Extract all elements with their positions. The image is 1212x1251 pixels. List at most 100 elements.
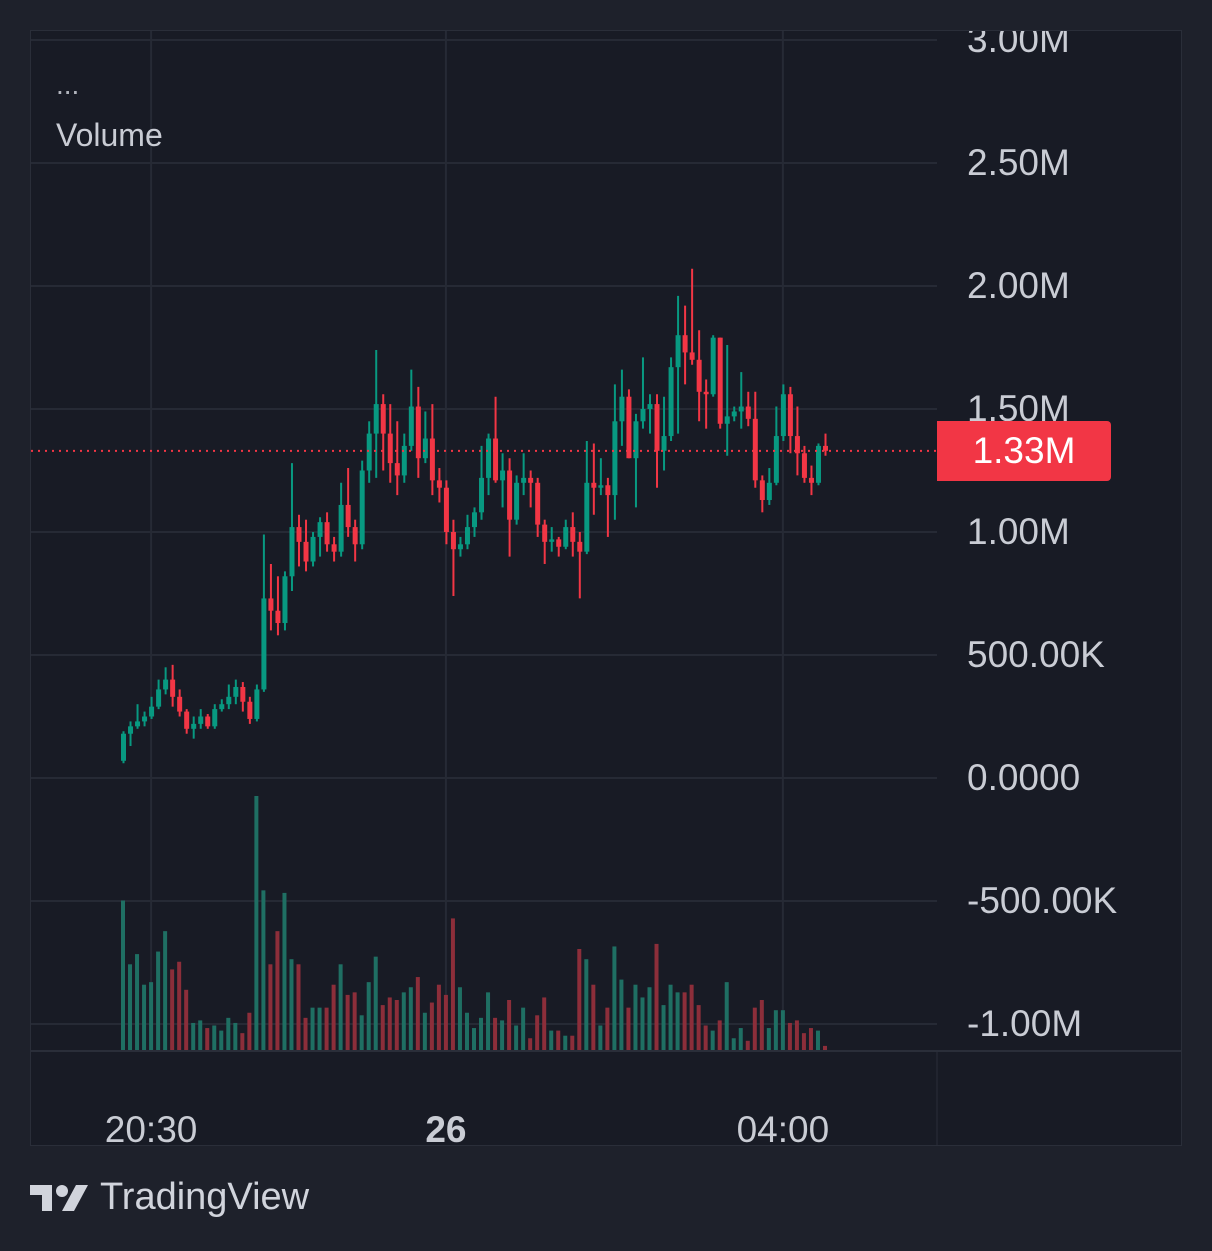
volume-bar xyxy=(366,982,371,1051)
candle xyxy=(128,721,134,747)
candle-body xyxy=(352,527,358,545)
candle-body xyxy=(815,445,821,483)
candle-body xyxy=(507,470,513,520)
volume-bar xyxy=(170,969,175,1051)
candle-body xyxy=(647,404,653,409)
volume-bar xyxy=(191,1022,196,1051)
volume-bar xyxy=(563,1035,568,1051)
volume-bar xyxy=(584,959,589,1051)
legend-more-button[interactable]: ... xyxy=(56,69,80,100)
price-tick-label: 1.00M xyxy=(967,511,1070,552)
volume-bar xyxy=(633,984,638,1051)
chart-frame[interactable]: ... Volume 3.00M 2.50M 2.00M 1.50M 1.00M 500.… xyxy=(30,30,1182,1146)
candle xyxy=(261,534,267,692)
candle xyxy=(591,443,597,515)
candle xyxy=(633,413,639,508)
candle-body xyxy=(577,541,583,552)
volume-bar xyxy=(535,1015,540,1051)
candle-body xyxy=(261,598,267,690)
candle xyxy=(219,699,225,712)
volume-bar xyxy=(808,1028,813,1051)
candle-body xyxy=(542,524,548,542)
volume-bar xyxy=(710,1030,715,1051)
candle xyxy=(338,482,344,557)
candle xyxy=(823,433,828,456)
candle-body xyxy=(170,679,176,697)
volume-bar xyxy=(380,1005,385,1051)
volume-bar xyxy=(422,1012,427,1051)
candle xyxy=(387,404,393,483)
candle xyxy=(752,391,758,488)
candle-body xyxy=(626,396,632,459)
volume-bar xyxy=(212,1025,217,1051)
candle-body xyxy=(436,480,442,488)
candle-body xyxy=(675,335,681,368)
volume-bar xyxy=(128,964,133,1051)
volume-bar xyxy=(521,1007,526,1051)
candle-body xyxy=(752,418,758,481)
candle-body xyxy=(240,686,246,702)
candle-body xyxy=(408,406,414,446)
candle-body xyxy=(731,411,737,417)
price-tick-label: -1.00M xyxy=(967,1003,1083,1044)
candle-body xyxy=(738,406,744,412)
volume-bar xyxy=(317,1007,322,1051)
volume-bar xyxy=(766,1028,771,1051)
volume-bar xyxy=(275,931,280,1051)
candle xyxy=(535,477,541,537)
candle xyxy=(745,391,751,427)
candle-body xyxy=(345,504,351,528)
volume-bar xyxy=(324,1007,329,1051)
candle xyxy=(773,406,779,486)
volume-bar xyxy=(184,989,189,1051)
candle xyxy=(640,357,646,429)
candle xyxy=(205,714,211,729)
volume-bar xyxy=(626,1007,631,1051)
candle-body xyxy=(226,696,232,705)
candle xyxy=(619,369,625,446)
candle-body xyxy=(380,404,386,434)
candle xyxy=(289,463,295,592)
candle xyxy=(366,421,372,483)
price-chart[interactable] xyxy=(31,31,1182,1146)
volume-bar xyxy=(268,964,273,1051)
volume-bar xyxy=(450,918,455,1051)
candle xyxy=(156,679,162,710)
volume-bar xyxy=(668,984,673,1051)
candle-body xyxy=(745,406,751,419)
volume-bar xyxy=(457,987,462,1051)
candle-body xyxy=(219,704,225,710)
candle-body xyxy=(282,576,288,624)
candle-body xyxy=(556,539,562,547)
candle-body xyxy=(177,696,183,712)
candle-body xyxy=(443,487,449,532)
candle xyxy=(766,468,772,505)
volume-bar xyxy=(226,1017,231,1051)
volume-bar xyxy=(823,1045,827,1051)
volume-bar xyxy=(387,997,392,1051)
candle-body xyxy=(128,726,134,734)
candle-body xyxy=(359,470,365,545)
candle xyxy=(240,682,246,712)
volume-bar xyxy=(612,946,617,1051)
candle-body xyxy=(289,527,295,577)
candle xyxy=(549,527,555,552)
candle xyxy=(479,445,485,520)
candle xyxy=(563,519,569,550)
candle xyxy=(191,716,197,739)
candle xyxy=(457,536,463,557)
candles xyxy=(121,268,828,764)
price-tick-label: 0.0000 xyxy=(967,757,1081,798)
candle-body xyxy=(808,477,814,483)
candle-body xyxy=(486,438,492,478)
candle-body xyxy=(135,721,141,727)
volume-bar xyxy=(486,992,491,1051)
tradingview-brand[interactable]: TradingView xyxy=(30,1176,309,1219)
candle-body xyxy=(303,541,309,562)
candle-body xyxy=(619,396,625,422)
legend-indicator-title: Volume xyxy=(56,117,163,153)
volume-bar xyxy=(773,1010,778,1051)
candle-body xyxy=(310,536,316,562)
candle xyxy=(661,396,667,471)
candle xyxy=(212,704,218,729)
